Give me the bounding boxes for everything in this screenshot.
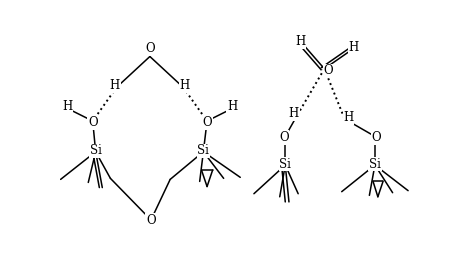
Text: H: H xyxy=(349,41,359,54)
Text: H: H xyxy=(109,79,120,92)
Text: Si: Si xyxy=(198,144,209,157)
Text: Si: Si xyxy=(279,157,291,171)
Text: O: O xyxy=(279,131,288,144)
Text: H: H xyxy=(295,35,305,48)
Text: O: O xyxy=(202,116,212,129)
Text: H: H xyxy=(180,79,190,92)
Text: H: H xyxy=(227,100,237,113)
Text: O: O xyxy=(146,214,156,227)
Text: H: H xyxy=(288,107,299,120)
Text: O: O xyxy=(372,131,381,144)
Text: O: O xyxy=(88,116,98,129)
Text: Si: Si xyxy=(89,144,101,157)
Text: H: H xyxy=(343,111,354,124)
Text: O: O xyxy=(323,64,333,77)
Text: O: O xyxy=(145,42,155,55)
Text: H: H xyxy=(62,100,73,113)
Text: Si: Si xyxy=(369,157,381,171)
